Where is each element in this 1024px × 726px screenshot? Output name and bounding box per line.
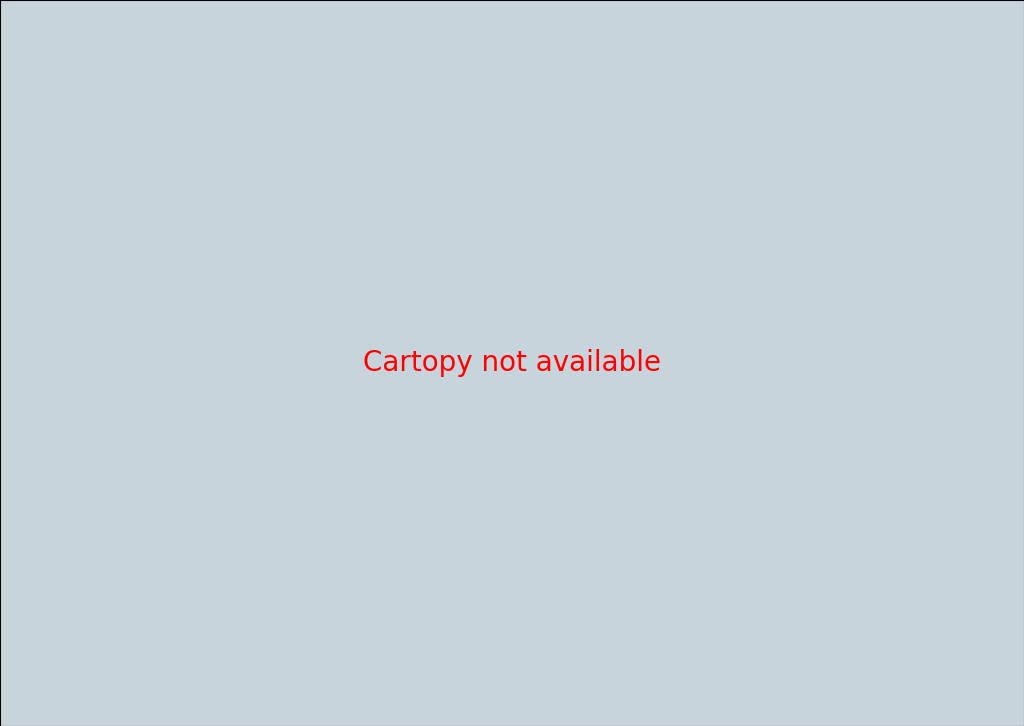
- Text: Cartopy not available: Cartopy not available: [362, 349, 662, 377]
